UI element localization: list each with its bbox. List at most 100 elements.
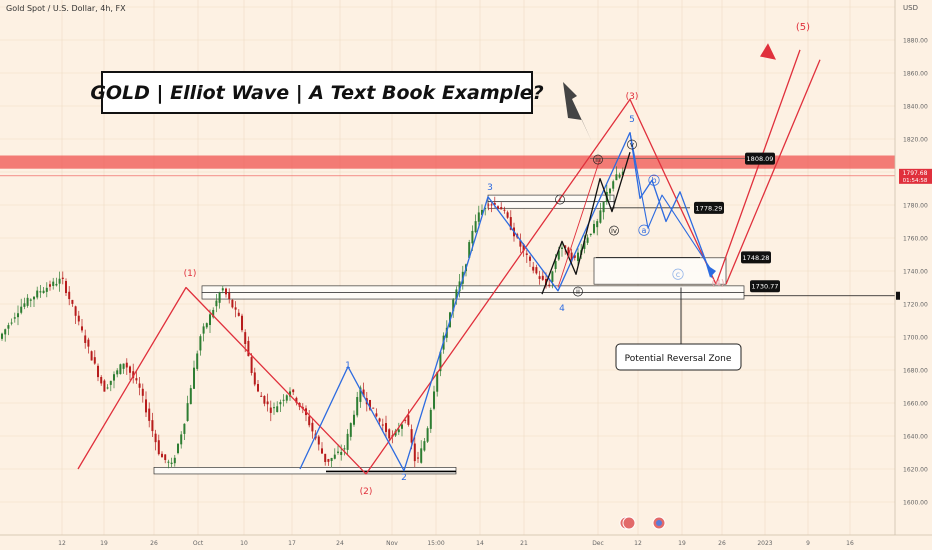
- candle-body: [1, 333, 3, 339]
- candle-body: [276, 406, 279, 413]
- candle-body: [599, 210, 602, 223]
- candle-body: [471, 230, 474, 244]
- support-box: [201, 285, 745, 293]
- candle-body: [500, 207, 503, 210]
- candle-body: [340, 452, 343, 455]
- candle-body: [29, 299, 32, 301]
- candle-body: [292, 389, 295, 393]
- candle-body: [266, 401, 269, 405]
- candle-body: [199, 336, 202, 351]
- candle-body: [410, 429, 413, 443]
- candle-body: [209, 314, 211, 325]
- candle-body: [257, 384, 259, 392]
- y-tick-label: 1720.00: [903, 302, 928, 309]
- candle-body: [420, 448, 423, 463]
- x-tick-label: 24: [336, 540, 344, 547]
- wave-label-red: (1): [184, 269, 197, 279]
- x-tick-label: 21: [520, 540, 528, 547]
- symbol-title: Gold Spot / U.S. Dollar, 4h, FX: [6, 4, 126, 13]
- candle-body: [561, 247, 563, 249]
- candle-body: [221, 288, 224, 291]
- red-wave-projection: [725, 59, 821, 285]
- candle-body: [145, 399, 147, 413]
- red-arrow-head: [760, 43, 776, 60]
- candle-body: [196, 353, 199, 369]
- wave-label-blue: 4: [559, 304, 565, 314]
- candle-body: [503, 209, 506, 211]
- wave-label-blue: 1: [345, 361, 351, 371]
- candle-body: [42, 290, 45, 293]
- candle-body: [109, 380, 112, 385]
- candle-body: [113, 374, 115, 381]
- candle-body: [554, 260, 557, 269]
- red-subwave-line: [557, 158, 601, 288]
- candle-body: [308, 416, 311, 426]
- candle-body: [45, 287, 48, 292]
- support-box: [487, 201, 615, 209]
- candle-body: [413, 443, 416, 462]
- price-level-tag: [694, 201, 724, 214]
- candle-body: [253, 372, 256, 385]
- wave-label-sub-circle: [555, 194, 565, 205]
- candle-body: [477, 212, 480, 222]
- candle-body: [621, 171, 624, 176]
- candle-body: [215, 300, 218, 307]
- y-tick-label: 1760.00: [903, 236, 928, 243]
- wave-label-sub-circle: [627, 139, 637, 150]
- candle-body: [567, 247, 570, 257]
- candle-body: [372, 407, 375, 409]
- candle-body: [577, 252, 579, 261]
- y-tick-label: 1660.00: [903, 401, 928, 408]
- candle-body: [116, 370, 119, 375]
- candle-body: [97, 365, 99, 378]
- y-tick-label: 1840.00: [903, 104, 928, 111]
- candle-body: [602, 201, 605, 213]
- blue-wave-abc-2: [629, 132, 713, 272]
- candle-body: [493, 203, 496, 205]
- candle-body: [177, 443, 179, 454]
- x-tick-label: 14: [476, 540, 484, 547]
- wave-label-blue: 3: [487, 183, 493, 193]
- candle-body: [481, 209, 483, 215]
- candle-body: [93, 357, 96, 364]
- wave-label-red: (2): [360, 487, 373, 497]
- candle-body: [13, 317, 16, 319]
- y-tick-label: 1780.00: [903, 203, 928, 210]
- candle-body: [87, 339, 90, 347]
- candle-body: [212, 309, 215, 318]
- candle-body: [20, 306, 23, 313]
- x-tick-label: 2023: [757, 540, 772, 547]
- grid: [0, 0, 895, 536]
- candle-body: [151, 420, 154, 432]
- candle-body: [474, 221, 477, 233]
- candle-body: [551, 271, 554, 282]
- support-box: [153, 467, 457, 475]
- candle-body: [557, 250, 560, 260]
- candle-body: [407, 415, 410, 425]
- candle-body: [119, 364, 122, 375]
- candle-body: [71, 299, 74, 304]
- candle-body: [295, 397, 298, 403]
- candle-body: [484, 207, 487, 209]
- event-flag-icon: [622, 516, 636, 530]
- currency-label: USD: [903, 4, 918, 12]
- candle-body: [439, 351, 442, 372]
- y-tick-label: 1820.00: [903, 137, 928, 144]
- candle-body: [426, 428, 429, 442]
- candle-body: [490, 204, 493, 206]
- x-tick-label: 10: [240, 540, 248, 547]
- y-tick-label: 1860.00: [903, 71, 928, 78]
- candle-body: [618, 174, 621, 178]
- candle-body: [84, 335, 87, 343]
- candle-body: [455, 289, 458, 300]
- candle-body: [122, 363, 125, 369]
- wave-label-sub: ii: [576, 288, 580, 296]
- candle-body: [58, 278, 61, 284]
- wave-label-blue: b: [651, 176, 656, 185]
- candle-body: [103, 380, 106, 392]
- price-level-tag: [745, 152, 775, 165]
- wave-label-red: (3): [626, 92, 639, 102]
- candle-body: [90, 351, 93, 361]
